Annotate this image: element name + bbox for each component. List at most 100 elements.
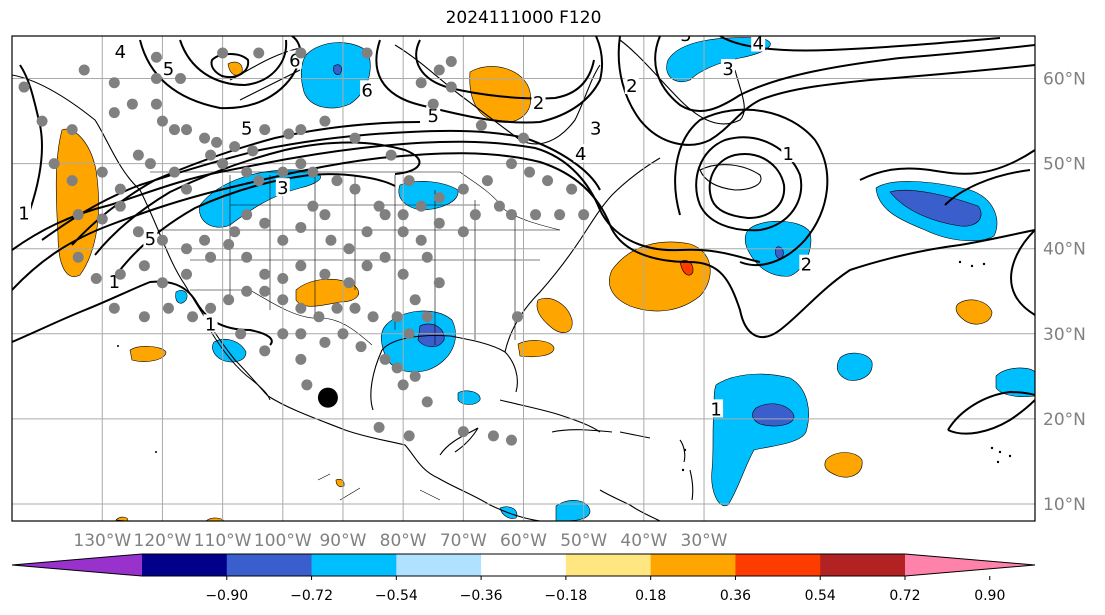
station-dot — [150, 73, 162, 85]
contour-label: 1 — [710, 399, 721, 420]
station-dot — [373, 421, 385, 433]
station-dot — [229, 141, 241, 153]
contour-label: 4 — [575, 144, 586, 165]
station-dot — [295, 260, 307, 272]
station-dot — [259, 285, 271, 297]
station-dot — [156, 277, 168, 289]
contour-label: 3 — [590, 119, 601, 140]
contour-label: 1 — [18, 204, 29, 225]
station-dot — [259, 345, 271, 357]
positive-anomaly-region — [227, 61, 243, 76]
station-dot — [343, 277, 355, 289]
station-dot — [554, 209, 566, 221]
contour-line — [71, 121, 421, 246]
contour-label-bg — [531, 93, 546, 112]
station-dot — [578, 209, 590, 221]
contour-line — [947, 390, 1035, 431]
station-dot — [415, 234, 427, 246]
station-dot — [367, 311, 379, 323]
station-dot — [361, 47, 373, 59]
station-dot — [114, 183, 126, 195]
station-dot — [66, 124, 78, 136]
colorbar-segment — [311, 554, 397, 576]
colorbar-tick-label: −0.36 — [460, 588, 503, 604]
station-dot — [295, 302, 307, 314]
station-dot — [72, 251, 84, 263]
station-dot — [493, 200, 505, 212]
contour-label: 5 — [428, 106, 439, 127]
station-dot — [427, 98, 439, 110]
station-dot — [259, 268, 271, 280]
contour-label: 5 — [680, 25, 691, 46]
station-dot — [397, 268, 409, 280]
station-dot — [331, 175, 343, 187]
station-dot — [361, 226, 373, 238]
station-dot — [433, 64, 445, 76]
station-dot — [295, 124, 307, 136]
positive-anomaly-region — [469, 66, 531, 123]
longitude-label: 30°W — [681, 531, 728, 551]
station-dot — [156, 115, 168, 127]
station-dot — [283, 128, 295, 140]
colorbar-outline — [11, 553, 1036, 577]
station-dot — [542, 175, 554, 187]
station-dot — [487, 430, 499, 442]
station-dot — [524, 166, 536, 178]
station-dot — [241, 209, 253, 221]
station-dot — [132, 226, 144, 238]
station-dot — [469, 209, 481, 221]
political-borders — [150, 171, 561, 501]
station-dot — [379, 251, 391, 263]
longitude-label: 130°W — [73, 531, 131, 551]
contour-line — [415, 39, 595, 100]
storm-center-marker — [317, 387, 338, 408]
station-dot — [379, 209, 391, 221]
negative-anomaly-region — [836, 352, 873, 381]
station-dot — [205, 149, 217, 161]
station-dot — [457, 426, 469, 438]
contour-label-bg — [143, 229, 158, 248]
contour-label-bg — [161, 59, 176, 78]
station-dot — [403, 175, 415, 187]
station-dot — [457, 183, 469, 195]
positive-anomaly-region — [955, 299, 993, 325]
contour-label: 4 — [752, 34, 763, 55]
station-dot — [505, 209, 517, 221]
negative-anomaly-region — [752, 403, 795, 427]
station-dot — [415, 77, 427, 89]
station-dot — [277, 273, 289, 284]
contour-label-bg — [588, 118, 603, 137]
station-dot — [325, 234, 337, 246]
station-dot — [361, 260, 373, 272]
contour-line — [1010, 229, 1035, 316]
colorbar-tick-label: −0.90 — [205, 588, 248, 604]
station-dot — [307, 200, 319, 212]
station-dot — [301, 379, 313, 391]
colorbar-segment — [565, 554, 652, 576]
station-dot — [421, 251, 433, 263]
station-dot — [181, 124, 193, 136]
contour-label: 5 — [145, 229, 156, 250]
station-dot — [421, 311, 433, 323]
contour-line — [674, 108, 829, 266]
station-dot — [409, 370, 421, 382]
station-dot — [511, 311, 523, 323]
longitude-label: 110°W — [194, 531, 252, 551]
station-dot — [96, 166, 108, 178]
contour-label: 2 — [626, 76, 637, 97]
station-dot — [259, 124, 271, 136]
colorbar-segment — [650, 554, 736, 576]
station-dot — [313, 311, 325, 323]
station-dot — [217, 47, 229, 59]
longitude-label: 100°W — [254, 531, 312, 551]
station-dot — [217, 158, 229, 170]
negative-anomaly-region — [398, 181, 459, 211]
station-dot — [505, 158, 517, 170]
contour-label: 6 — [361, 80, 372, 101]
contour-label-bg — [426, 105, 441, 124]
contour-label-bg — [17, 203, 32, 222]
station-dot — [277, 234, 289, 246]
longitude-labels: 130°W 120°W 110°W 100°W 90°W 80°W 70°W 60°W 50°W… — [73, 531, 727, 551]
contour-line — [375, 36, 604, 124]
